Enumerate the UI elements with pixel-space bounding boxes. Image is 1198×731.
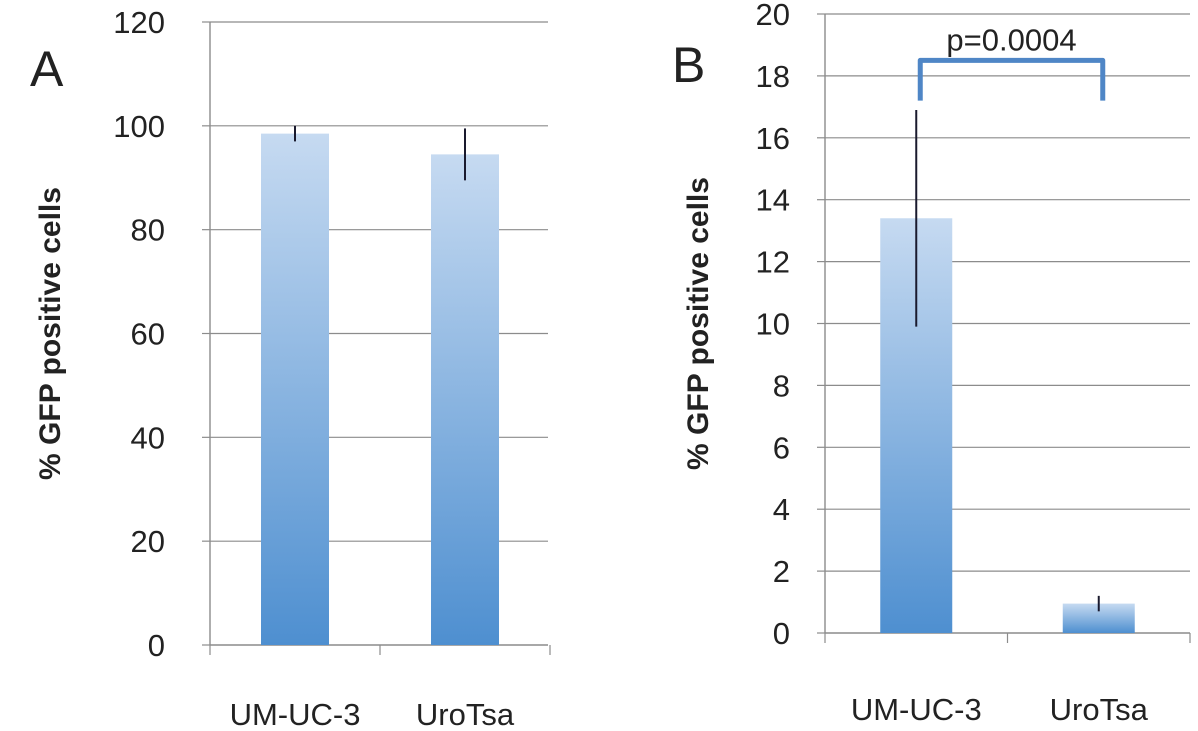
y-tick-label: 80 — [131, 213, 165, 248]
y-tick-label: 100 — [113, 109, 165, 144]
category-label: UroTsa — [416, 697, 515, 731]
category-label: UroTsa — [1050, 692, 1149, 727]
panel-a: 0 20 40 60 80 100 120 UM-UC-3 UroTsa % GFP positi… — [30, 5, 551, 731]
panel-label: B — [672, 37, 705, 93]
bar-urotsa — [431, 154, 499, 645]
panel-label: A — [30, 41, 64, 97]
y-tick-label: 20 — [756, 0, 790, 32]
category-label: UM-UC-3 — [230, 697, 361, 731]
y-tick-label: 18 — [756, 59, 790, 94]
y-axis-label: % GFP positive cells — [682, 177, 715, 470]
y-tick-label: 40 — [131, 420, 165, 455]
y-tick-label: 4 — [773, 492, 790, 527]
p-value-label: p=0.0004 — [946, 22, 1076, 57]
y-tick-label: 120 — [113, 5, 165, 40]
bar-um-uc-3 — [261, 133, 329, 645]
y-tick-label: 12 — [756, 245, 790, 280]
y-tick-label: 0 — [773, 616, 790, 651]
y-tick-label: 2 — [773, 554, 790, 589]
significance-bracket — [917, 57, 1106, 101]
y-tick-label: 10 — [756, 307, 790, 342]
y-tick-label: 16 — [756, 121, 790, 156]
y-tick-label: 20 — [131, 524, 165, 559]
y-tick-label: 60 — [131, 317, 165, 352]
y-tick-label: 14 — [756, 183, 790, 218]
category-label: UM-UC-3 — [851, 692, 982, 727]
y-tick-label: 8 — [773, 368, 790, 403]
y-tick-label: 6 — [773, 430, 790, 465]
y-tick-label: 0 — [148, 628, 165, 663]
y-axis-label: % GFP positive cells — [34, 187, 67, 480]
panel-b: 0 2 4 6 8 10 12 14 16 18 20 UM-UC-3 UroTsa % GFP posi… — [672, 0, 1191, 727]
